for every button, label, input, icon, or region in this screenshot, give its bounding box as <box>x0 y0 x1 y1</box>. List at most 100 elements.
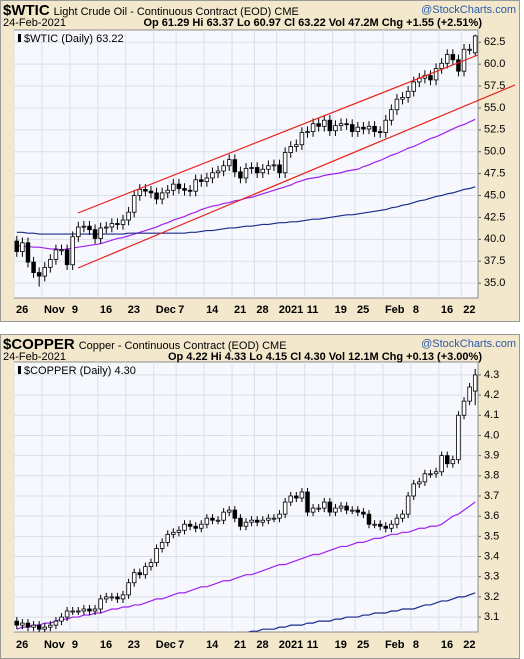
candle-body <box>20 622 25 626</box>
candle-body <box>42 626 47 630</box>
candle-body <box>456 414 461 461</box>
candle-body <box>299 132 305 146</box>
candle-body <box>355 509 361 513</box>
y-tick-label: 4.0 <box>484 429 499 441</box>
x-tick-label: 7 <box>178 639 184 651</box>
candle-body <box>148 562 154 568</box>
candle-body <box>260 168 266 174</box>
candle-body <box>115 596 120 600</box>
legend: $WTIC (Daily) 63.22 <box>24 33 124 45</box>
candle-body <box>92 608 98 612</box>
candle-body <box>204 177 210 182</box>
candle-body <box>400 513 405 519</box>
candle-body <box>405 90 411 98</box>
x-tick-label: 28 <box>256 639 268 651</box>
y-tick-label: 62.5 <box>484 36 505 48</box>
candle-body <box>36 272 42 277</box>
candle-body <box>70 610 75 613</box>
candle-body <box>266 165 271 170</box>
candle-body <box>372 125 377 132</box>
candle-body <box>282 152 288 174</box>
candle-body <box>215 519 221 522</box>
candle-body <box>271 164 277 167</box>
candle-body <box>64 610 70 618</box>
legend-icon <box>18 366 21 374</box>
x-tick-label: 2021 <box>279 639 303 651</box>
x-tick-label: Feb <box>385 639 405 651</box>
x-tick-label: 23 <box>128 639 140 651</box>
candle-body <box>310 123 316 132</box>
candle-body <box>238 171 243 179</box>
date: 24-Feb-2021 <box>3 351 66 363</box>
trend-channel <box>77 54 516 269</box>
x-tick-label: 14 <box>206 304 219 316</box>
candle-body <box>226 159 232 167</box>
chart-title: Copper - Continuous Contract (EOD) CME <box>79 340 287 352</box>
y-tick-label: 45.0 <box>484 189 505 201</box>
candle-body <box>154 548 159 563</box>
candle-body <box>366 513 372 525</box>
y-tick-label: 3.6 <box>484 510 499 522</box>
x-tick-label: 28 <box>256 304 268 316</box>
x-tick-label: Nov <box>44 304 66 316</box>
candle-body <box>182 188 187 191</box>
y-tick-label: 3.3 <box>484 571 499 583</box>
candle-body <box>260 519 266 523</box>
y-tick-label: 3.9 <box>484 450 499 462</box>
candle-body <box>59 616 64 622</box>
x-tick-label: 25 <box>357 639 369 651</box>
candle-body <box>450 459 456 465</box>
candle-body <box>305 491 310 513</box>
candle-body <box>243 521 249 527</box>
candle-body <box>76 226 81 238</box>
candle-body <box>25 242 31 263</box>
candle-body <box>411 81 416 92</box>
plot-area <box>13 361 479 633</box>
candle-body <box>232 509 238 519</box>
candle-body <box>204 517 210 525</box>
date: 24-Feb-2021 <box>3 17 66 29</box>
candle-body <box>176 183 182 189</box>
candle-body <box>165 533 170 543</box>
candle-body <box>372 523 377 526</box>
candle-body <box>344 505 349 511</box>
candle-body <box>109 223 115 228</box>
watermark: @StockCharts.com <box>421 4 516 16</box>
candle-body <box>159 192 165 200</box>
candle-body <box>405 495 411 515</box>
candle-body <box>366 125 372 130</box>
x-tick-label: 9 <box>72 304 78 316</box>
candle-body <box>400 97 405 100</box>
y-tick-label: 3.4 <box>484 550 499 562</box>
candle-body <box>98 227 103 239</box>
x-tick-label: 9 <box>72 639 78 651</box>
candle-body <box>193 525 198 529</box>
candle-body <box>322 119 327 127</box>
symbol: $WTIC <box>3 2 50 19</box>
candle-body <box>103 226 109 229</box>
candle-body <box>249 519 254 523</box>
watermark: @StockCharts.com <box>421 338 516 350</box>
candle-body <box>187 189 193 192</box>
x-tick-label: 16 <box>441 639 453 651</box>
candle-body <box>417 481 422 485</box>
moving-average-line <box>247 592 476 632</box>
candle-body <box>159 542 165 549</box>
x-tick-label: 7 <box>178 304 184 316</box>
candle-body <box>282 501 288 515</box>
candle-body <box>199 523 204 529</box>
candle-body <box>294 495 299 499</box>
x-tick-label: Nov <box>44 639 66 651</box>
candle-body <box>120 219 126 225</box>
y-tick-label: 42.5 <box>484 211 505 223</box>
candle-body <box>232 159 238 173</box>
candle-body <box>254 519 260 523</box>
candle-body <box>377 523 383 527</box>
y-tick-label: 4.2 <box>484 389 499 401</box>
x-tick-label: 8 <box>413 639 419 651</box>
candle-body <box>467 48 472 51</box>
candle-body <box>310 507 316 513</box>
candle-body <box>428 75 433 81</box>
candle-body <box>394 517 400 525</box>
